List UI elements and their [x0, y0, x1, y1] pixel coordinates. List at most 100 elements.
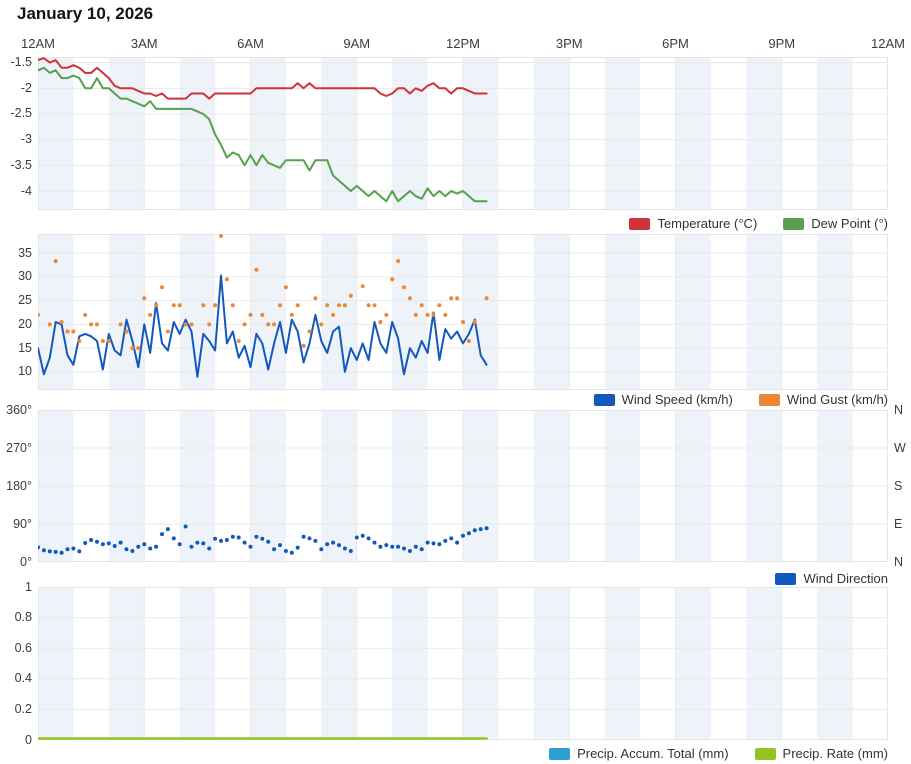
temperature-plot-area[interactable] — [38, 57, 888, 210]
wind-direction-data-point — [425, 540, 430, 545]
legend-item: Dew Point (°) — [783, 216, 888, 231]
wind-direction-data-point — [266, 539, 271, 544]
wind-gust-data-point — [419, 303, 424, 308]
legend-item: Wind Speed (km/h) — [593, 392, 733, 407]
wind-direction-data-point — [106, 541, 111, 546]
wind-direction-data-point — [189, 544, 194, 549]
wind-gust-data-point — [319, 322, 324, 327]
wind-direction-data-point — [396, 544, 401, 549]
wind-gust-data-point — [106, 339, 111, 343]
wind-gust-data-point — [390, 277, 395, 282]
wind-direction-data-point — [213, 536, 218, 541]
wind-direction-data-point — [443, 538, 448, 543]
wind-gust-data-point — [154, 303, 159, 308]
x-axis-tick-label: 3AM — [130, 36, 158, 51]
precipitation-legend: Precip. Accum. Total (mm) Precip. Rate (m… — [549, 746, 888, 761]
wind-gust-data-point — [278, 303, 282, 308]
wind-direction-data-point — [77, 549, 82, 554]
wind-direction-data-point — [124, 547, 129, 552]
wind-direction-data-point — [148, 546, 153, 551]
wind-gust-data-point — [289, 312, 294, 317]
wind-direction-data-point — [372, 540, 377, 545]
wind-direction-data-point — [472, 528, 477, 533]
wind-direction-data-point — [242, 540, 247, 545]
wind-direction-data-point — [337, 543, 341, 548]
y-axis-tick-label: 180° — [6, 478, 32, 493]
wind-gust-data-point — [83, 312, 88, 317]
wind-direction-data-point — [461, 533, 465, 538]
y-axis-tick-label: 30 — [18, 269, 32, 284]
wind-direction-data-point — [219, 538, 223, 543]
wind-gust-data-point — [118, 322, 123, 327]
wind-direction-data-point — [38, 545, 40, 550]
wind-direction-data-point — [142, 542, 147, 547]
wind-direction-data-point — [301, 534, 306, 539]
wind-direction-data-point — [466, 531, 471, 536]
wind-gust-data-point — [177, 303, 182, 308]
x-axis-tick-label: 12AM — [871, 36, 905, 51]
wind-gust-data-point — [100, 339, 105, 343]
y-axis-tick-label: 0.2 — [14, 701, 32, 716]
y-axis-tick-label: 90° — [13, 516, 32, 531]
wind-direction-data-point — [413, 544, 418, 549]
wind-gust-data-point — [189, 322, 194, 327]
wind-gust-data-point — [437, 303, 442, 308]
wind-gust-data-point — [455, 296, 460, 301]
wind-gust-data-point — [224, 277, 229, 282]
wind-direction-data-point — [177, 542, 182, 547]
wind-direction-data-point — [437, 542, 442, 547]
legend-swatch-icon — [629, 217, 651, 230]
wind-gust-data-point — [183, 322, 188, 327]
wind-gust-data-point — [89, 322, 94, 327]
y-axis-tick-label: 10 — [18, 364, 32, 379]
wind-gust-data-point — [295, 303, 300, 308]
wind-gust-data-point — [384, 312, 389, 317]
compass-tick-label: S — [894, 478, 903, 493]
wind-direction-data-point — [325, 542, 330, 547]
legend-label: Wind Gust (km/h) — [786, 392, 888, 407]
wind-direction-data-point — [83, 541, 88, 545]
y-axis-tick-label: 1 — [25, 579, 32, 594]
x-axis-tick-label: 12AM — [21, 36, 55, 51]
wind-gust-data-point — [402, 285, 406, 290]
y-axis-tick-label: -2.5 — [10, 106, 32, 121]
legend-item: Temperature (°C) — [629, 216, 757, 231]
wind-gust-data-point — [307, 329, 312, 334]
y-axis-tick-label: -2 — [20, 80, 32, 95]
wind-direction-data-point — [289, 550, 294, 555]
wind-direction-data-point — [319, 547, 324, 552]
wind-gust-data-point — [65, 329, 70, 334]
legend-label: Wind Speed (km/h) — [621, 392, 733, 407]
legend-item: Precip. Accum. Total (mm) — [549, 746, 729, 761]
y-axis-tick-label: 15 — [18, 340, 32, 355]
precipitation-plot-area[interactable] — [38, 587, 888, 740]
wind-speed-series-line — [38, 274, 488, 378]
wind-direction-data-point — [419, 547, 424, 552]
wind-direction-plot-area[interactable] — [38, 410, 888, 562]
x-axis-tick-label: 9AM — [343, 36, 371, 51]
wind-direction-data-point — [201, 541, 206, 546]
wind-direction-data-point — [71, 546, 76, 551]
y-axis-tick-label: 25 — [18, 293, 32, 308]
wind-gust-data-point — [242, 322, 247, 327]
wind-gust-data-point — [219, 234, 223, 238]
wind-direction-data-point — [89, 538, 94, 542]
wind-direction-data-point — [260, 536, 265, 541]
legend-label: Dew Point (°) — [811, 216, 888, 231]
wind-gust-data-point — [207, 322, 212, 327]
wind-gust-data-point — [443, 312, 448, 317]
legend-label: Precip. Accum. Total (mm) — [577, 746, 729, 761]
wind-direction-data-point — [183, 524, 188, 529]
legend-swatch-icon — [549, 747, 571, 760]
wind-gust-data-point — [142, 296, 147, 301]
wind-speed-plot-area[interactable] — [38, 234, 888, 390]
wind-direction-data-point — [118, 540, 123, 545]
wind-direction-data-point — [278, 543, 282, 548]
wind-direction-data-point — [65, 547, 70, 552]
y-axis-tick-label: 20 — [18, 316, 32, 331]
dew-point-series-line — [38, 66, 488, 203]
wind-direction-data-point — [95, 539, 99, 544]
wind-gust-data-point — [95, 322, 99, 327]
legend-label: Precip. Rate (mm) — [782, 746, 888, 761]
wind-direction-data-point — [402, 546, 406, 551]
